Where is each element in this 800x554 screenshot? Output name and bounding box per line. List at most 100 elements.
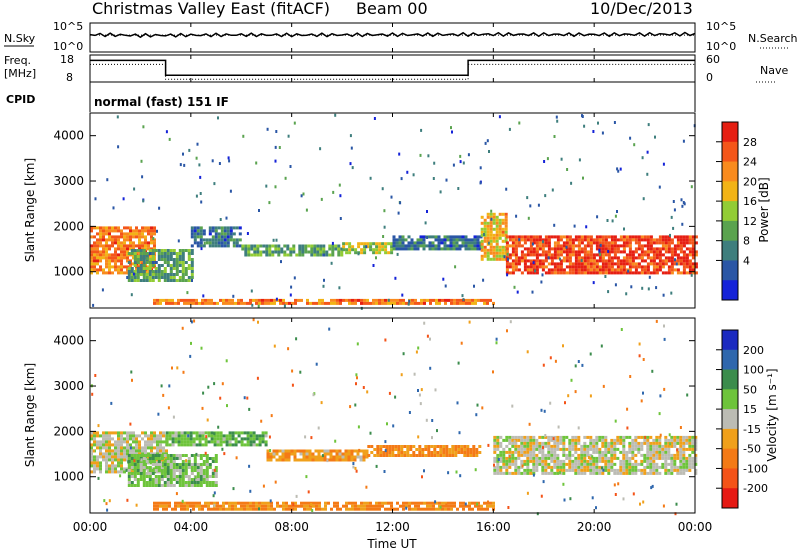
heatmap-cell [613,462,617,466]
heatmap-cell [150,226,153,230]
heatmap-cell [496,438,500,442]
heatmap-cell [670,468,674,472]
heatmap-cell [384,251,388,255]
heatmap-cell [640,441,644,445]
heatmap-speckle [356,376,358,380]
heatmap-cell [99,256,102,260]
heatmap-cell [326,449,330,453]
heatmap-speckle [175,492,178,496]
y-tick-label: 2000 [53,424,84,438]
heatmap-speckle [549,401,552,405]
heatmap-cell [204,501,207,505]
heatmap-cell [592,438,596,442]
heatmap-cell [568,465,572,469]
heatmap-cell [655,262,659,266]
heatmap-cell [165,452,168,456]
heatmap-cell [583,235,587,239]
velocity-colorbar-tick-label: 15 [743,403,757,416]
heatmap-cell [483,507,486,511]
heatmap-speckle [126,276,129,279]
heatmap-cell [667,268,671,272]
power-colorbar-swatch [722,201,738,222]
heatmap-cell [363,507,366,511]
heatmap-cell [407,241,411,245]
heatmap-cell [520,444,524,448]
heatmap-speckle [662,162,665,166]
heatmap-cell [348,501,351,505]
heatmap-cell [151,457,155,460]
heatmap-cell [553,471,557,475]
heatmap-cell [574,259,578,263]
heatmap-cell [258,440,262,444]
heatmap-cell [544,459,548,463]
heatmap-cell [622,238,626,242]
heatmap-cell [628,250,632,254]
heatmap-cell [315,501,318,505]
heatmap-cell [523,438,527,442]
heatmap-speckle [614,419,617,423]
heatmap-cell [99,461,102,465]
heatmap-cell [458,235,462,239]
heatmap-cell [559,259,563,263]
heatmap-speckle [407,302,410,306]
power-colorbar-swatch [722,141,738,163]
heatmap-cell [150,238,153,242]
heatmap-cell [190,472,194,475]
heatmap-cell [220,232,224,236]
heatmap-cell [640,235,644,239]
heatmap-cell [300,504,303,508]
velocity-colorbar-tick-label: 100 [743,364,764,377]
heatmap-cell [502,459,506,463]
heatmap-cell [375,245,379,249]
heatmap-cell [219,434,223,438]
heatmap-cell [214,232,218,236]
heatmap-cell [565,241,569,245]
heatmap-cell [679,471,683,475]
heatmap-cell [159,434,162,438]
heatmap-speckle [156,229,158,233]
heatmap-cell [483,233,487,237]
heatmap-cell [601,256,605,260]
heatmap-speckle [626,407,629,411]
heatmap-cell [502,453,506,457]
heatmap-speckle [632,492,635,496]
heatmap-cell [187,478,191,481]
heatmap-cell [102,244,105,248]
heatmap-cell [301,253,305,257]
heatmap-cell [148,264,152,267]
heatmap-cell [166,258,170,261]
heatmap-cell [443,247,447,251]
heatmap-cell [489,501,492,505]
heatmap-cell [192,301,195,305]
heatmap-cell [538,450,542,454]
heatmap-cell [547,438,551,442]
heatmap-cell [90,446,93,450]
heatmap-cell [186,504,189,508]
heatmap-cell [637,450,641,454]
heatmap-cell [598,271,602,275]
heatmap-cell [217,238,221,242]
heatmap-cell [384,301,387,305]
heatmap-speckle [354,466,357,470]
heatmap-cell [135,437,138,441]
heatmap-cell [202,469,206,472]
heatmap-cell [565,271,569,275]
heatmap-cell [360,248,364,252]
heatmap-cell [166,481,170,484]
heatmap-cell [565,253,569,257]
heatmap-cell [459,501,462,505]
heatmap-cell [313,253,317,257]
heatmap-cell [299,452,303,456]
heatmap-cell [643,465,647,469]
heatmap-speckle [555,115,558,119]
heatmap-cell [477,501,480,505]
heatmap-speckle [369,176,372,180]
heatmap-speckle [165,130,168,134]
heatmap-cell [495,224,499,228]
heatmap-cell [388,445,392,448]
heatmap-speckle [211,159,214,163]
heatmap-cell [216,434,220,438]
heatmap-cell [335,449,339,453]
heatmap-cell [529,268,533,272]
heatmap-cell [265,250,269,254]
